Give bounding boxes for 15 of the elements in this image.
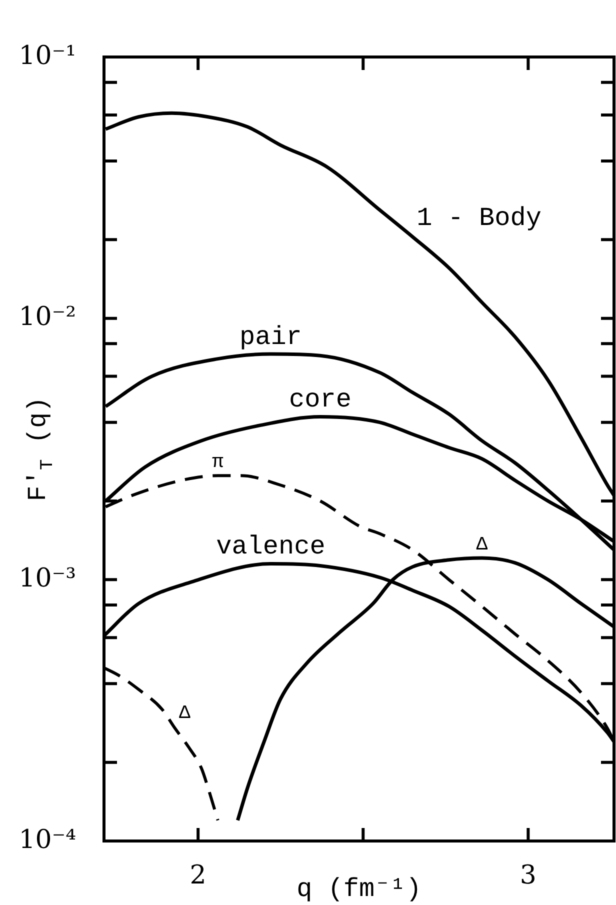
series-label: Δ (476, 534, 488, 556)
y-tick-label: 10⁻³ (18, 563, 76, 594)
y-tick-label: 10⁻⁴ (18, 824, 76, 855)
series-label: valence (216, 532, 326, 562)
y-axis-title: F'T (q) (22, 396, 58, 502)
series-label: pair (239, 322, 302, 352)
y-tick-label: 10⁻² (18, 302, 76, 332)
y-tick-label: 10⁻¹ (18, 40, 76, 71)
series-label: 1 - Body (416, 202, 542, 233)
series-label: Δ (178, 702, 191, 724)
series-label: π (212, 451, 224, 474)
series-label: core (289, 384, 352, 415)
x-tick-label: 2 (190, 860, 206, 890)
x-tick-label: 3 (520, 860, 536, 890)
x-axis-title: q (fm⁻¹) (296, 874, 422, 904)
